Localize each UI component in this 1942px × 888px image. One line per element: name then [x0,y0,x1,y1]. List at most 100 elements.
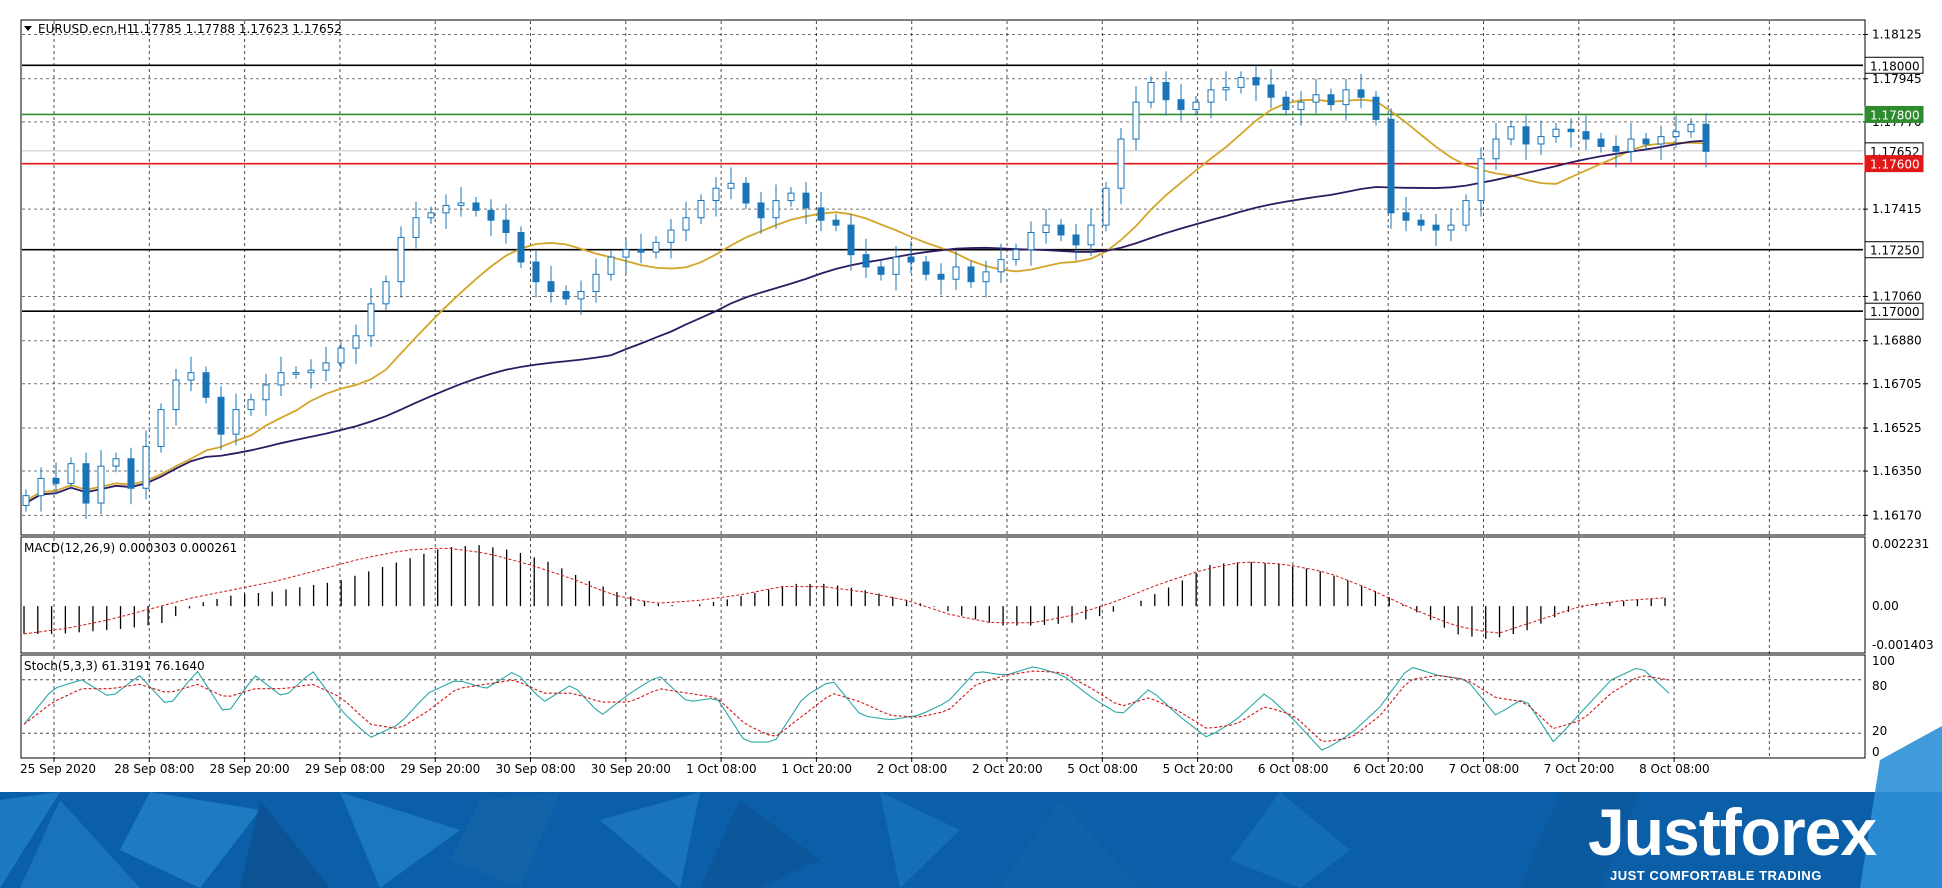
candle-body [1252,77,1260,86]
candle-body [1447,224,1455,231]
candle-body [187,372,195,381]
collapse-arrow-icon[interactable] [24,26,32,31]
candle-body [1297,101,1305,111]
candle-body [262,384,270,401]
candle-body [1102,187,1110,226]
x-tick-label: 1 Oct 08:00 [686,762,757,776]
candle-body [802,192,810,209]
stoch-tick-label: 20 [1872,724,1887,738]
x-tick-label: 2 Oct 20:00 [972,762,1043,776]
candle-body [937,273,945,280]
x-tick-label: 1 Oct 20:00 [781,762,852,776]
candle-body [877,266,885,275]
candle-body [1192,101,1200,111]
candle-body [862,254,870,268]
candle-body [1357,89,1365,98]
candle-body [1177,99,1185,111]
brand-tagline: JUST COMFORTABLE TRADING [1610,868,1822,883]
brand-banner: Justforex JUST COMFORTABLE TRADING [0,726,1942,888]
candle-body [727,182,735,189]
candle-body [607,256,615,275]
candle-body [577,291,585,300]
candle-body [352,335,360,349]
candle-body [172,379,180,411]
level-price-tag [1864,302,1924,320]
candle-body [1057,224,1065,236]
candle-body [1582,131,1590,140]
y-tick-label: 1.17945 [1872,72,1922,86]
candle-body [892,256,900,275]
macd-tick-label: 0.002231 [1872,537,1929,551]
candle-body [1657,136,1665,145]
candle-body [67,463,75,484]
ohlc-label: 1.17785 1.17788 1.17623 1.17652 [132,22,342,36]
candle-body [82,463,90,504]
y-tick-label: 1.17415 [1872,202,1922,216]
x-tick-label: 8 Oct 08:00 [1639,762,1710,776]
candle-body [472,202,480,211]
candle-body [847,224,855,256]
candle-body [742,182,750,204]
stoch-label: Stoch(5,3,3) 61.3191 76.1640 [24,659,205,673]
stoch-main-line [23,666,1670,751]
x-tick-label: 5 Oct 20:00 [1163,762,1234,776]
candle-body [1462,200,1470,226]
candle-body [157,409,165,447]
price-pane [20,19,1866,536]
candle-body [952,266,960,280]
y-tick-label: 1.16350 [1872,464,1922,478]
candle-body [682,217,690,231]
candle-body [1507,126,1515,140]
candle-body [367,303,375,337]
candle-body [232,409,240,435]
candle-body [1042,224,1050,234]
candle-body [712,187,720,202]
stoch-tick-label: 0 [1872,745,1880,759]
x-tick-label: 30 Sep 08:00 [496,762,576,776]
stoch-signal-line [23,670,1670,742]
level-price-tag [1864,155,1924,173]
candle-body [277,372,285,386]
candle-body [1327,94,1335,106]
x-tick-label: 28 Sep 08:00 [114,762,194,776]
x-tick-label: 28 Sep 20:00 [210,762,290,776]
candle-body [1237,77,1245,88]
candle-body [592,273,600,293]
candle-body [1372,96,1380,120]
candle-body [457,202,465,206]
stoch-tick-label: 80 [1872,679,1887,693]
candle-body [22,495,30,506]
level-price-label: 1.17250 [1870,244,1920,258]
candle-body [1477,158,1485,202]
macd-tick-label: -0.001403 [1872,638,1934,652]
candle-body [1552,128,1560,138]
candle-body [1072,234,1080,246]
candle-body [412,217,420,238]
candle-body [97,465,105,504]
y-tick-label: 1.16525 [1872,421,1922,435]
candle-body [1162,81,1170,101]
candle-body [967,266,975,283]
candle-body [787,192,795,202]
candle-body [1597,138,1605,147]
candle-body [1012,249,1020,261]
candle-body [1627,138,1635,152]
macd-label: MACD(12,26,9) 0.000303 0.000261 [24,541,237,555]
candle-body [1672,131,1680,138]
candle-body [1222,86,1230,91]
candle-body [757,202,765,219]
candle-body [652,241,660,253]
candle-body [37,477,45,497]
candle-body [1687,123,1695,133]
candle-body [532,261,540,283]
candle-body [1267,84,1275,98]
candle-body [817,207,825,221]
candle-body [1147,81,1155,103]
candlesticks [22,66,1710,520]
candle-body [292,372,300,375]
candle-body [1417,219,1425,226]
stoch-pane [20,654,1866,759]
x-tick-label: 5 Oct 08:00 [1067,762,1138,776]
macd-indicator [23,545,1666,639]
candle-body [517,232,525,263]
